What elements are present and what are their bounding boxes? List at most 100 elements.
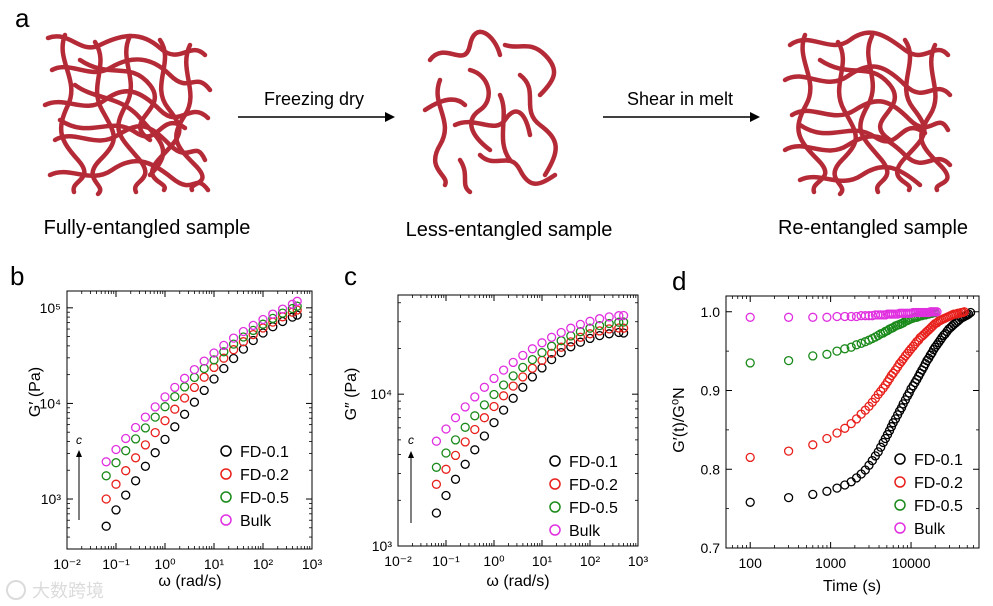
legend-marker	[894, 522, 906, 534]
data-point-fd-0-2	[121, 466, 131, 476]
panel-d-letter: d	[672, 266, 686, 296]
x-tick-label: 10³	[302, 556, 323, 572]
data-point-fd-0-2	[846, 418, 856, 429]
data-point-bulk	[518, 350, 528, 361]
data-point-fd-0-2	[140, 440, 151, 450]
y-tick-label: 10⁵	[40, 300, 61, 316]
data-point-fd-0-1	[189, 397, 200, 407]
data-point-fd-0-5	[450, 435, 461, 445]
data-point-fd-0-2	[604, 324, 614, 334]
data-point-fd-0-5	[618, 317, 629, 327]
data-point-fd-0-2	[508, 381, 518, 391]
data-point-fd-0-5	[873, 330, 883, 341]
data-point-bulk	[832, 311, 842, 322]
legend-label: FD-0.1	[569, 454, 618, 471]
data-point-fd-0-1	[160, 434, 170, 445]
legend-marker	[894, 499, 906, 511]
data-point-fd-0-2	[450, 450, 461, 461]
legend-label: Bulk	[240, 513, 272, 530]
data-point-fd-0-5	[441, 448, 451, 458]
data-point-bulk	[489, 373, 499, 384]
data-point-fd-0-5	[527, 354, 538, 365]
data-point-fd-0-2	[179, 393, 190, 403]
panel-c-legend: FD-0.1 FD-0.2 FD-0.5 Bulk	[549, 454, 618, 540]
data-point-fd-0-5	[170, 391, 180, 402]
panel-d-xlabel: Time (s)	[823, 578, 881, 595]
data-point-bulk	[783, 312, 794, 322]
legend-marker	[220, 491, 232, 503]
panel-d-points	[745, 307, 976, 507]
data-point-bulk	[121, 433, 131, 444]
data-point-fd-0-1	[618, 328, 629, 338]
data-point-fd-0-1	[508, 393, 518, 403]
watermark-logo-icon	[6, 580, 26, 600]
data-point-fd-0-1	[111, 505, 121, 515]
data-point-fd-0-1	[932, 340, 942, 350]
data-point-fd-0-1	[832, 483, 842, 493]
data-point-fd-0-2	[292, 305, 302, 315]
data-point-fd-0-1	[546, 354, 557, 365]
legend-marker	[549, 524, 561, 536]
data-point-bulk	[160, 392, 170, 402]
panel-d-ticks	[726, 296, 979, 549]
data-point-fd-0-2	[556, 342, 566, 352]
data-point-bulk	[860, 311, 870, 321]
data-point-bulk	[566, 323, 576, 333]
data-point-fd-0-1	[441, 490, 451, 501]
panel-b-legend: FD-0.1 FD-0.2 FD-0.5 Bulk	[220, 444, 289, 530]
data-point-fd-0-2	[101, 494, 111, 504]
data-point-fd-0-5	[745, 358, 755, 368]
data-point-fd-0-2	[919, 329, 929, 340]
legend-label: FD-0.5	[240, 490, 289, 507]
data-point-fd-0-2	[614, 323, 624, 333]
y-tick-label: 0.8	[701, 461, 721, 477]
panel-b-frame	[66, 290, 313, 550]
data-point-bulk	[189, 364, 200, 375]
data-point-bulk	[873, 310, 883, 320]
data-point-fd-0-5	[121, 446, 131, 456]
x-tick-label: 10²	[580, 553, 601, 569]
data-point-bulk	[614, 311, 624, 321]
data-point-fd-0-1	[537, 363, 547, 373]
data-point-fd-0-2	[150, 427, 160, 438]
data-point-bulk	[277, 304, 288, 314]
data-point-fd-0-5	[111, 458, 121, 468]
caption-re-entangled: Re-entangled sample	[778, 217, 968, 239]
data-point-fd-0-2	[170, 404, 180, 414]
data-point-fd-0-1	[101, 521, 111, 531]
x-tick-label: 10⁰	[483, 553, 505, 569]
y-tick-label: 0.9	[701, 383, 721, 399]
data-point-bulk	[170, 382, 180, 393]
data-point-bulk	[130, 422, 141, 433]
data-point-fd-0-2	[498, 391, 509, 401]
data-point-bulk	[179, 373, 190, 383]
legend-marker	[549, 501, 561, 513]
data-point-fd-0-1	[783, 492, 794, 503]
y-tick-label: 10⁴	[39, 395, 61, 411]
y-tick-label: 10³	[41, 491, 62, 507]
panel-b-points	[101, 296, 302, 531]
data-point-fd-0-2	[873, 389, 883, 400]
data-point-fd-0-1	[199, 385, 209, 396]
data-point-fd-0-1	[140, 461, 151, 471]
data-point-bulk	[932, 307, 942, 317]
data-point-fd-0-5	[160, 402, 170, 412]
data-point-fd-0-1	[527, 372, 538, 382]
x-tick-label: 10⁰	[154, 556, 176, 572]
legend-label: FD-0.2	[569, 477, 618, 494]
data-point-fd-0-2	[248, 329, 258, 340]
data-point-fd-0-5	[140, 423, 151, 433]
data-point-fd-0-1	[489, 417, 499, 428]
data-point-bulk	[111, 444, 121, 455]
data-point-fd-0-1	[450, 474, 461, 484]
data-point-fd-0-1	[876, 442, 886, 452]
data-point-fd-0-5	[258, 319, 268, 329]
data-point-bulk	[498, 365, 509, 375]
data-point-fd-0-5	[189, 372, 200, 383]
data-point-fd-0-5	[489, 389, 499, 400]
x-tick-label: 10¹	[532, 553, 553, 569]
data-point-fd-0-5	[832, 346, 842, 356]
data-point-fd-0-2	[189, 382, 200, 393]
arrow-freezing-dry-label: Freezing dry	[264, 89, 364, 109]
